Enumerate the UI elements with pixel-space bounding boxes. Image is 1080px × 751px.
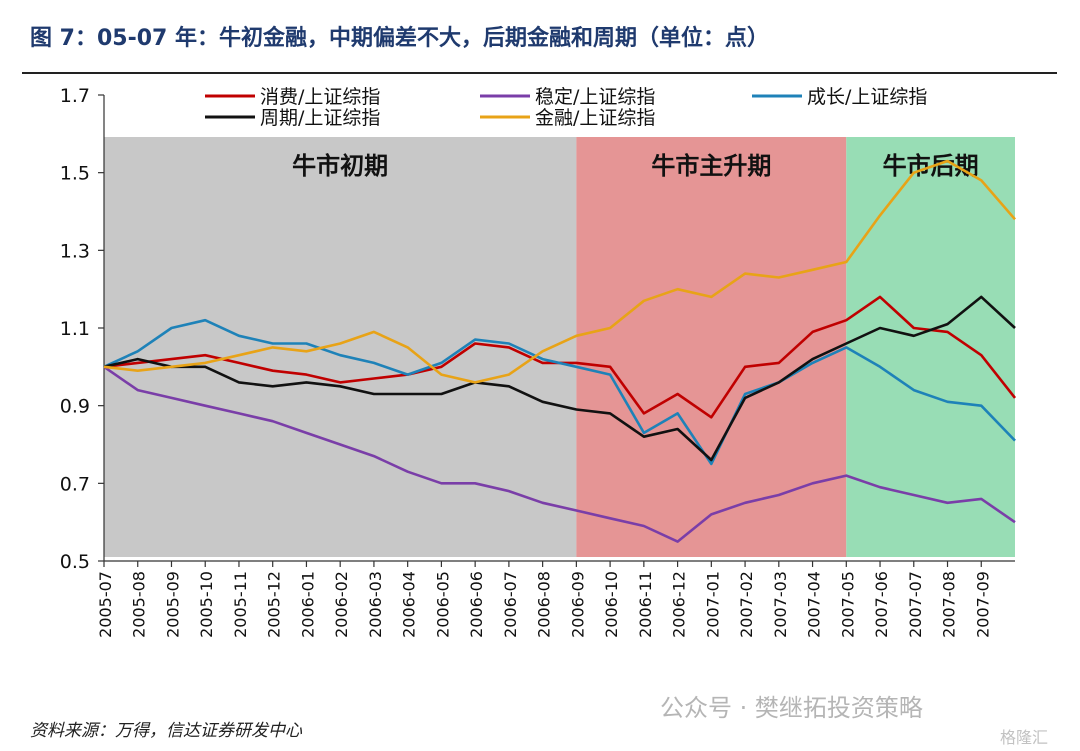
x-tick-label: 2007-05	[838, 571, 857, 638]
phase-backgrounds: 牛市初期 牛市主升期 牛市后期	[104, 137, 1015, 557]
x-tick-label: 2007-04	[805, 571, 824, 638]
y-tick-label: 1.3	[60, 240, 90, 262]
y-tick-label: 1.5	[60, 163, 90, 185]
phase-region-3	[846, 137, 1015, 557]
x-tick-label: 2006-03	[366, 571, 385, 638]
x-tick-label: 2006-09	[568, 571, 587, 638]
chart-title: 图 7：05-07 年：牛初金融，中期偏差不大，后期金融和周期（单位：点）	[30, 26, 769, 51]
series-line-2	[103, 365, 1016, 543]
x-tick-label: 2007-03	[771, 571, 790, 638]
x-tick-label: 2006-05	[433, 571, 452, 638]
x-tick-label: 2006-01	[298, 571, 317, 638]
x-tick-label: 2005-09	[163, 571, 182, 638]
x-tick-label: 2005-08	[130, 571, 149, 638]
y-tick-label: 1.1	[60, 318, 90, 340]
x-tick-label: 2007-06	[872, 571, 891, 638]
x-tick-label: 2006-07	[501, 571, 520, 638]
watermark-text: 公众号 · 樊继拓投资策略	[660, 694, 923, 722]
x-tick-label: 2007-01	[703, 571, 722, 638]
series-line-4	[103, 295, 1016, 462]
x-tick-label: 2005-12	[265, 571, 284, 638]
x-tick-label: 2007-09	[973, 571, 992, 638]
x-tick-label: 2005-07	[96, 571, 115, 638]
series-line-3	[103, 318, 1016, 466]
x-tick-label: 2006-10	[602, 571, 621, 638]
x-tick-label: 2005-10	[197, 571, 216, 638]
legend-label-4: 周期/上证综指	[260, 107, 380, 129]
x-tick-label: 2007-08	[940, 571, 959, 638]
x-tick-label: 2006-08	[535, 571, 554, 638]
y-tick-label: 0.9	[60, 396, 90, 418]
series-lines	[103, 159, 1017, 543]
y-tick-label: 1.7	[60, 85, 90, 107]
line-chart: 牛市初期 牛市主升期 牛市后期 0.50.70.91.11.31.51.72005-…	[60, 85, 1017, 638]
x-tick-label: 2007-07	[906, 571, 925, 638]
legend-label-2: 稳定/上证综指	[535, 86, 655, 108]
x-tick-label: 2005-11	[231, 571, 250, 638]
x-tick-label: 2006-02	[332, 571, 351, 638]
series-line-5	[103, 159, 1016, 384]
x-tick-label: 2006-06	[467, 571, 486, 638]
legend-label-1: 消费/上证综指	[260, 86, 380, 108]
x-tick-label: 2006-04	[400, 571, 419, 638]
axes: 0.5 0.7 0.9 1.1 1.3 1.5 1.7 2005-07 2005-08 2005-…	[60, 85, 1015, 638]
source-note: 资料来源：万得，信达证券研发中心	[30, 721, 302, 741]
title-divider	[22, 72, 1057, 74]
x-tick-label: 2006-12	[670, 571, 689, 638]
y-tick-label: 0.7	[60, 473, 90, 495]
x-tick-label: 2006-11	[636, 571, 655, 638]
phase-region-2	[576, 137, 847, 557]
legend-label-5: 金融/上证综指	[535, 107, 655, 129]
legend-label-3: 成长/上证综指	[807, 86, 927, 108]
y-tick-label: 0.5	[60, 551, 90, 573]
phase-label-1: 牛市初期	[292, 151, 388, 180]
phase-label-2: 牛市主升期	[651, 151, 771, 180]
x-tick-label: 2007-02	[737, 571, 756, 638]
watermark-brand: 格隆汇	[1000, 728, 1049, 747]
